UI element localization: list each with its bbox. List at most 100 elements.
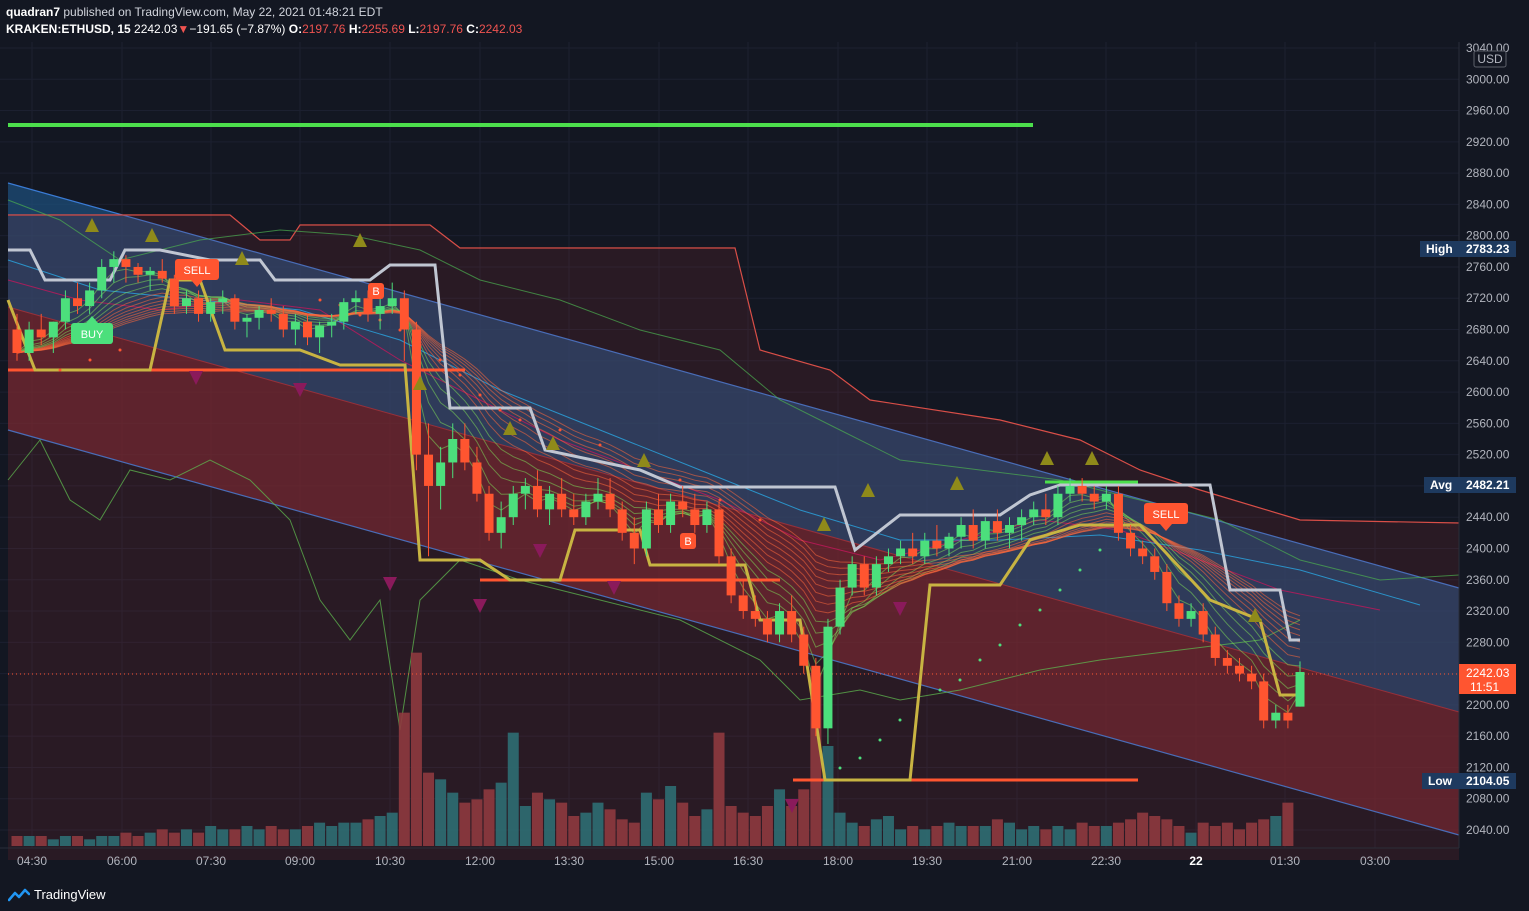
volume-bar <box>1100 826 1112 846</box>
candle-body <box>762 618 772 635</box>
down-triangle-icon <box>785 799 799 813</box>
down-triangle-icon <box>293 383 307 397</box>
psar-dot <box>1098 548 1102 552</box>
buy-signal: BUY <box>71 316 113 344</box>
volume-bar <box>689 816 701 846</box>
brand-name[interactable]: TradingView <box>34 887 106 902</box>
high-label-hdr: H: <box>348 22 362 36</box>
up-triangle-icon <box>85 218 99 232</box>
time-axis[interactable]: 04:30 06:00 07:30 09:00 10:30 12:00 13:30 15:00… <box>0 847 1459 868</box>
candle-body <box>908 548 918 557</box>
psar-dot <box>998 643 1002 647</box>
volume-bar <box>447 792 459 846</box>
price-tick-label: 2200.00 <box>1466 698 1510 712</box>
candle-body <box>775 611 785 635</box>
candle-body <box>871 564 881 588</box>
candle-body <box>254 309 264 318</box>
candle-body <box>1113 493 1123 533</box>
candle-body <box>1017 517 1027 526</box>
high-label-text: High <box>1426 242 1453 256</box>
volume-bar <box>580 812 592 846</box>
volume-bar <box>640 792 652 846</box>
candle-body <box>980 521 990 541</box>
volume-bar <box>72 836 84 846</box>
price-axis[interactable]: 3040.003000.002960.002920.002880.002840.… <box>1420 41 1516 848</box>
volume-bar <box>531 792 543 846</box>
volume-bar <box>544 799 556 846</box>
green-band-upper <box>7 199 1460 581</box>
symbol-name[interactable]: KRAKEN:ETHUSD, 15 <box>6 22 131 36</box>
candle-body <box>847 564 857 588</box>
volume-bar <box>1112 822 1124 846</box>
psar-dot <box>678 478 682 482</box>
volume-bar <box>713 732 725 846</box>
price-tick-label: 2880.00 <box>1466 166 1510 180</box>
low-label-text: Low <box>1428 774 1453 788</box>
psar-dot <box>1058 588 1062 592</box>
candle-body <box>399 298 409 330</box>
up-triangle-icon <box>1085 451 1099 465</box>
psar-dot <box>1038 608 1042 612</box>
candle-body <box>532 485 542 510</box>
candle-body <box>145 270 155 275</box>
low-value-hdr: 2197.76 <box>419 22 463 36</box>
volume-bar <box>11 836 23 846</box>
published-text: published on TradingView.com, May 22, 20… <box>63 5 383 19</box>
candle-body <box>218 298 228 303</box>
psar-dot <box>518 418 522 422</box>
volume-bar <box>1185 832 1197 846</box>
candle-body <box>85 290 95 307</box>
price-tick-label: 2840.00 <box>1466 197 1510 211</box>
time-tick-label: 12:00 <box>465 854 495 868</box>
volume-bar <box>193 832 205 846</box>
candle-body <box>1186 611 1196 619</box>
candle-body <box>1247 673 1257 682</box>
upper-band-fill <box>8 215 1459 860</box>
time-tick-label: 21:00 <box>1002 854 1032 868</box>
volume-bar <box>665 786 677 846</box>
volume-bar <box>1052 826 1064 846</box>
last-price-label: 2242.03 11:51 <box>1459 664 1516 694</box>
volume-bar <box>229 829 241 846</box>
down-triangle-icon <box>607 581 621 595</box>
time-tick-label: 13:30 <box>554 854 584 868</box>
candle-body <box>629 532 639 549</box>
candle-body <box>472 462 482 494</box>
author[interactable]: quadran7 <box>6 5 61 19</box>
b-label-2: B <box>684 536 691 548</box>
time-tick-label: 03:00 <box>1360 854 1390 868</box>
candle-body <box>605 493 615 510</box>
psar-dot <box>758 518 762 522</box>
upper-band-line <box>8 214 1460 524</box>
tradingview-logo-icon[interactable] <box>8 888 30 902</box>
low-label-hdr: L: <box>408 22 420 36</box>
volume-bar <box>350 822 362 846</box>
volume-bar <box>979 826 991 846</box>
volume-bar <box>955 826 967 846</box>
candle-body <box>1259 681 1269 721</box>
volume-bar <box>241 826 253 846</box>
candle-body <box>1210 634 1220 658</box>
currency-badge <box>1473 50 1507 68</box>
up-triangle-icon <box>861 483 875 497</box>
sell-signal-1: SELL <box>175 259 219 287</box>
candle-body <box>714 509 724 557</box>
candle-body <box>944 536 954 549</box>
up-triangle-icon <box>145 228 159 242</box>
volume-bar <box>253 829 265 846</box>
candle-body <box>387 298 397 307</box>
psar-dot <box>718 498 722 502</box>
price-tick-label: 2080.00 <box>1466 792 1510 806</box>
psar-dot <box>1018 623 1022 627</box>
candle-body <box>702 509 712 526</box>
volume-bar <box>398 712 410 846</box>
up-triangle-icon <box>503 421 517 435</box>
candle-body <box>726 556 736 596</box>
volume-bar <box>471 799 483 846</box>
candle-body <box>194 298 204 314</box>
psar-dot <box>878 738 882 742</box>
volume-bar <box>35 836 47 846</box>
volume-bar <box>991 819 1003 846</box>
candle-body <box>641 509 651 549</box>
